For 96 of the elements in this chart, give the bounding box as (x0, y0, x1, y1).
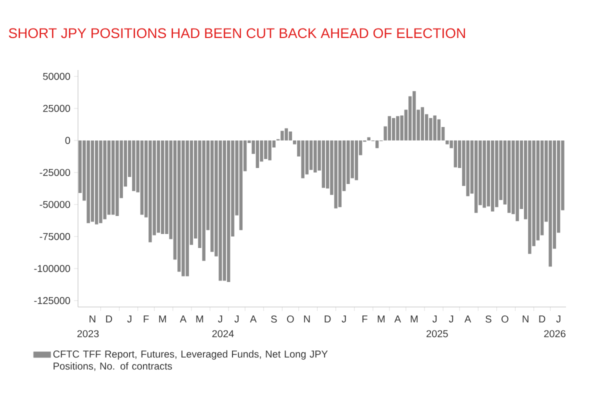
bar (388, 116, 392, 140)
bar (454, 140, 458, 168)
bar (280, 130, 284, 140)
bar (256, 140, 260, 168)
bar (268, 140, 272, 160)
x-tick-label: J (432, 316, 437, 322)
bar (222, 140, 226, 281)
x-tick-label: M (378, 316, 385, 322)
bar (182, 140, 185, 276)
bar (94, 140, 98, 224)
bar (116, 140, 119, 216)
x-tick-label: J (127, 316, 132, 322)
bar (186, 140, 189, 276)
bar (334, 140, 338, 208)
bar (90, 140, 94, 222)
x-tick-label: A (464, 316, 472, 322)
bar (218, 140, 222, 281)
bar (420, 107, 424, 140)
bar (148, 140, 152, 242)
x-tick-label: J (342, 316, 346, 322)
x-tick-label: J (234, 316, 239, 322)
bar (466, 140, 470, 196)
bar (111, 140, 115, 215)
bar (474, 140, 478, 213)
x-tick-label: M (159, 316, 166, 322)
bar (239, 140, 243, 230)
bar (429, 118, 432, 140)
bar (495, 140, 498, 208)
bar (375, 140, 379, 148)
bar (433, 115, 436, 140)
x-tick-label: M (196, 316, 204, 322)
y-tick-label: -50000 (40, 200, 70, 208)
x-tick-label: N (304, 316, 310, 322)
bar (305, 140, 309, 174)
x-tick-label: A (180, 316, 187, 322)
x-tick-label: A (394, 316, 402, 322)
x-tick-label: M (410, 316, 418, 322)
text: 2023 (77, 330, 99, 338)
bar (482, 140, 486, 208)
bar (99, 140, 102, 224)
bar (516, 140, 519, 222)
bar (354, 140, 358, 180)
bar (156, 140, 160, 233)
bar (103, 140, 106, 220)
x-tick-label: S (486, 316, 492, 323)
x-tick-label: D (106, 316, 112, 322)
x-tick-label: N (522, 316, 528, 322)
bar (367, 137, 370, 140)
bar (392, 118, 396, 140)
x-tick-label: J (448, 316, 454, 322)
x-tick-label: S (271, 316, 277, 323)
x-tick-label: F (362, 316, 368, 322)
y-tick-label: -125000 (34, 297, 70, 304)
x-tick-label: J (218, 316, 222, 322)
bar (177, 140, 181, 272)
bar (396, 116, 400, 140)
bar (132, 140, 136, 192)
bar (226, 140, 230, 282)
bar (322, 140, 326, 188)
text: 2026 (544, 330, 566, 338)
y-tick-label: 0 (65, 136, 70, 144)
bar (107, 140, 111, 215)
y-tick-label: -75000 (40, 232, 70, 240)
x-tick-label: F (144, 316, 149, 322)
bar (507, 140, 511, 213)
x-tick-label: N (90, 316, 96, 322)
bar (548, 140, 552, 267)
bar (160, 140, 164, 234)
y-tick-label: 25000 (43, 104, 70, 112)
bar (314, 140, 317, 172)
bar (490, 140, 494, 212)
bar (140, 140, 144, 215)
bar (288, 131, 292, 140)
bar (202, 140, 206, 261)
bar (284, 128, 288, 140)
x-tick-label: O (287, 316, 294, 323)
bar (301, 140, 304, 178)
text: 2025 (426, 330, 448, 338)
bar (264, 140, 268, 160)
x-tick-label: D (324, 316, 331, 322)
bar (86, 140, 90, 224)
x-tick-label: D (539, 316, 546, 322)
chart-title: SHORT JPY POSITIONS HAD BEEN CUT BACK AHEAD OF ELECTION (8, 28, 465, 38)
x-tick-label: O (502, 316, 508, 323)
x-tick-label: A (250, 316, 257, 322)
text: 2024 (212, 330, 234, 338)
bar (338, 140, 342, 208)
y-tick-label: -100000 (34, 265, 70, 272)
bar (528, 140, 532, 254)
y-tick-label: 50000 (43, 72, 70, 80)
bar (412, 91, 416, 140)
bar (437, 119, 441, 140)
y-tick-label: -25000 (40, 168, 70, 176)
legend-label: CFTC TFF Report, Futures, Leveraged Funds, Net Long JPY Positions, No. of contracts (53, 350, 328, 371)
x-tick-label: J (556, 316, 560, 322)
bar (446, 140, 449, 144)
